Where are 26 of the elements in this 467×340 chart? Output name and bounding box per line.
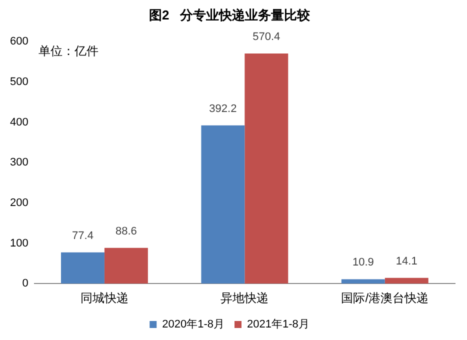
legend-label: 2020年1-8月: [162, 318, 225, 331]
bar: [201, 125, 245, 284]
y-tick-label: 100: [10, 237, 28, 250]
y-tick-label: 300: [10, 156, 28, 169]
bar: [244, 54, 288, 284]
bar: [384, 278, 428, 284]
chart-title: 图2 分专业快递业务量比较: [148, 7, 312, 22]
bar: [341, 279, 385, 284]
data-label: 10.9: [352, 256, 374, 269]
y-tick-label: 0: [22, 278, 28, 290]
data-label: 88.6: [115, 225, 137, 238]
data-label: 392.2: [209, 102, 237, 115]
annotation: 单位：亿件: [38, 44, 98, 58]
bar: [60, 252, 104, 284]
data-label: 77.4: [72, 230, 94, 242]
y-tick-label: 500: [10, 76, 28, 88]
x-tick-label: 同城快递: [80, 291, 128, 306]
data-label: 570.4: [252, 31, 280, 44]
y-tick-label: 200: [10, 196, 28, 209]
x-tick-label: 国际/港澳台快递: [341, 291, 429, 306]
x-tick-label: 异地快递: [220, 291, 269, 306]
bar: [104, 248, 148, 284]
data-label: 14.1: [396, 255, 418, 268]
y-tick-label: 600: [10, 36, 28, 48]
legend-label: 2021年1-8月: [247, 318, 310, 331]
y-tick-label: 400: [10, 116, 28, 128]
